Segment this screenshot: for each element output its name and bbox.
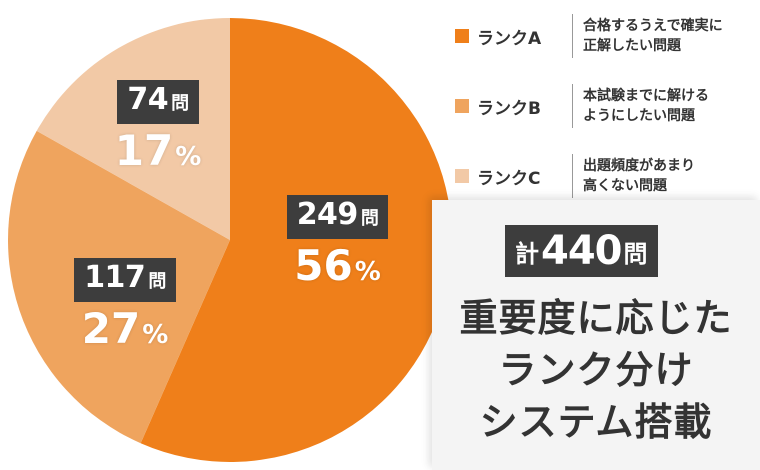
slice-count-value: 117 [84, 260, 146, 295]
slice-count-value: 249 [296, 197, 359, 232]
slice-count-badge: 249 問 [286, 195, 389, 239]
legend: ランクA 合格するうえで確実に 正解したい問題 ランクB 本試験までに解ける ように… [455, 14, 755, 198]
slice-count-unit: 問 [148, 271, 166, 292]
slice-percent-value: 56 [294, 241, 353, 290]
slice-count-unit: 問 [360, 208, 379, 229]
legend-item-rank-b: ランクB 本試験までに解ける ようにしたい問題 [455, 84, 755, 128]
legend-description: 出題頻度があまり 高くない問題 [583, 156, 755, 196]
legend-description-line: 高くない問題 [583, 178, 667, 194]
total-unit: 問 [623, 239, 648, 268]
legend-description-line: 正解したい問題 [583, 38, 681, 54]
legend-item-rank-c: ランクC 出題頻度があまり 高くない問題 [455, 154, 755, 198]
legend-divider [572, 84, 573, 128]
legend-description: 合格するうえで確実に 正解したい問題 [583, 16, 755, 56]
legend-description-line: ようにしたい問題 [583, 108, 695, 124]
legend-description: 本試験までに解ける ようにしたい問題 [583, 86, 755, 126]
legend-description-line: 出題頻度があまり [583, 158, 695, 174]
legend-divider [572, 154, 573, 198]
total-badge: 計 440 問 [505, 225, 658, 277]
slice-percent: 56% [270, 243, 405, 295]
slice-percent: 17% [93, 128, 223, 180]
legend-label: ランクC [477, 168, 541, 189]
legend-label: ランクA [477, 28, 542, 49]
slice-percent-unit: % [142, 320, 169, 350]
legend-description-line: 本試験までに解ける [583, 88, 709, 104]
legend-divider [572, 14, 573, 58]
slice-label-rank-b: 117 問 27% [60, 258, 190, 358]
legend-swatch [455, 169, 469, 183]
legend-description-line: 合格するうえで確実に [583, 18, 723, 34]
tagline: 重要度に応じた ランク分け システム搭載 [436, 292, 756, 448]
tagline-line: システム搭載 [479, 400, 713, 444]
total-prefix: 計 [515, 239, 539, 268]
slice-percent-unit: % [354, 257, 381, 287]
slice-label-rank-a: 249 問 56% [270, 195, 405, 295]
slice-count-value: 74 [127, 82, 169, 117]
tagline-line: 重要度に応じた [459, 296, 733, 340]
legend-swatch [455, 99, 469, 113]
pie-slice-ランクA [140, 18, 452, 462]
slice-count-badge: 117 問 [74, 258, 176, 302]
slice-count-badge: 74 問 [117, 80, 199, 124]
slice-percent: 27% [60, 306, 190, 358]
slice-percent-value: 27 [81, 304, 141, 353]
tagline-line: ランク分け [498, 348, 694, 392]
slice-label-rank-c: 74 問 17% [93, 80, 223, 180]
legend-label: ランクB [477, 98, 541, 119]
legend-item-rank-a: ランクA 合格するうえで確実に 正解したい問題 [455, 14, 755, 58]
total-value: 440 [541, 228, 622, 274]
slice-count-unit: 問 [171, 93, 189, 114]
pie-slice-ランクC [36, 18, 231, 240]
pie-chart [8, 18, 452, 462]
slice-percent-unit: % [175, 142, 202, 172]
legend-swatch [455, 29, 469, 43]
slice-percent-value: 17 [114, 126, 174, 175]
